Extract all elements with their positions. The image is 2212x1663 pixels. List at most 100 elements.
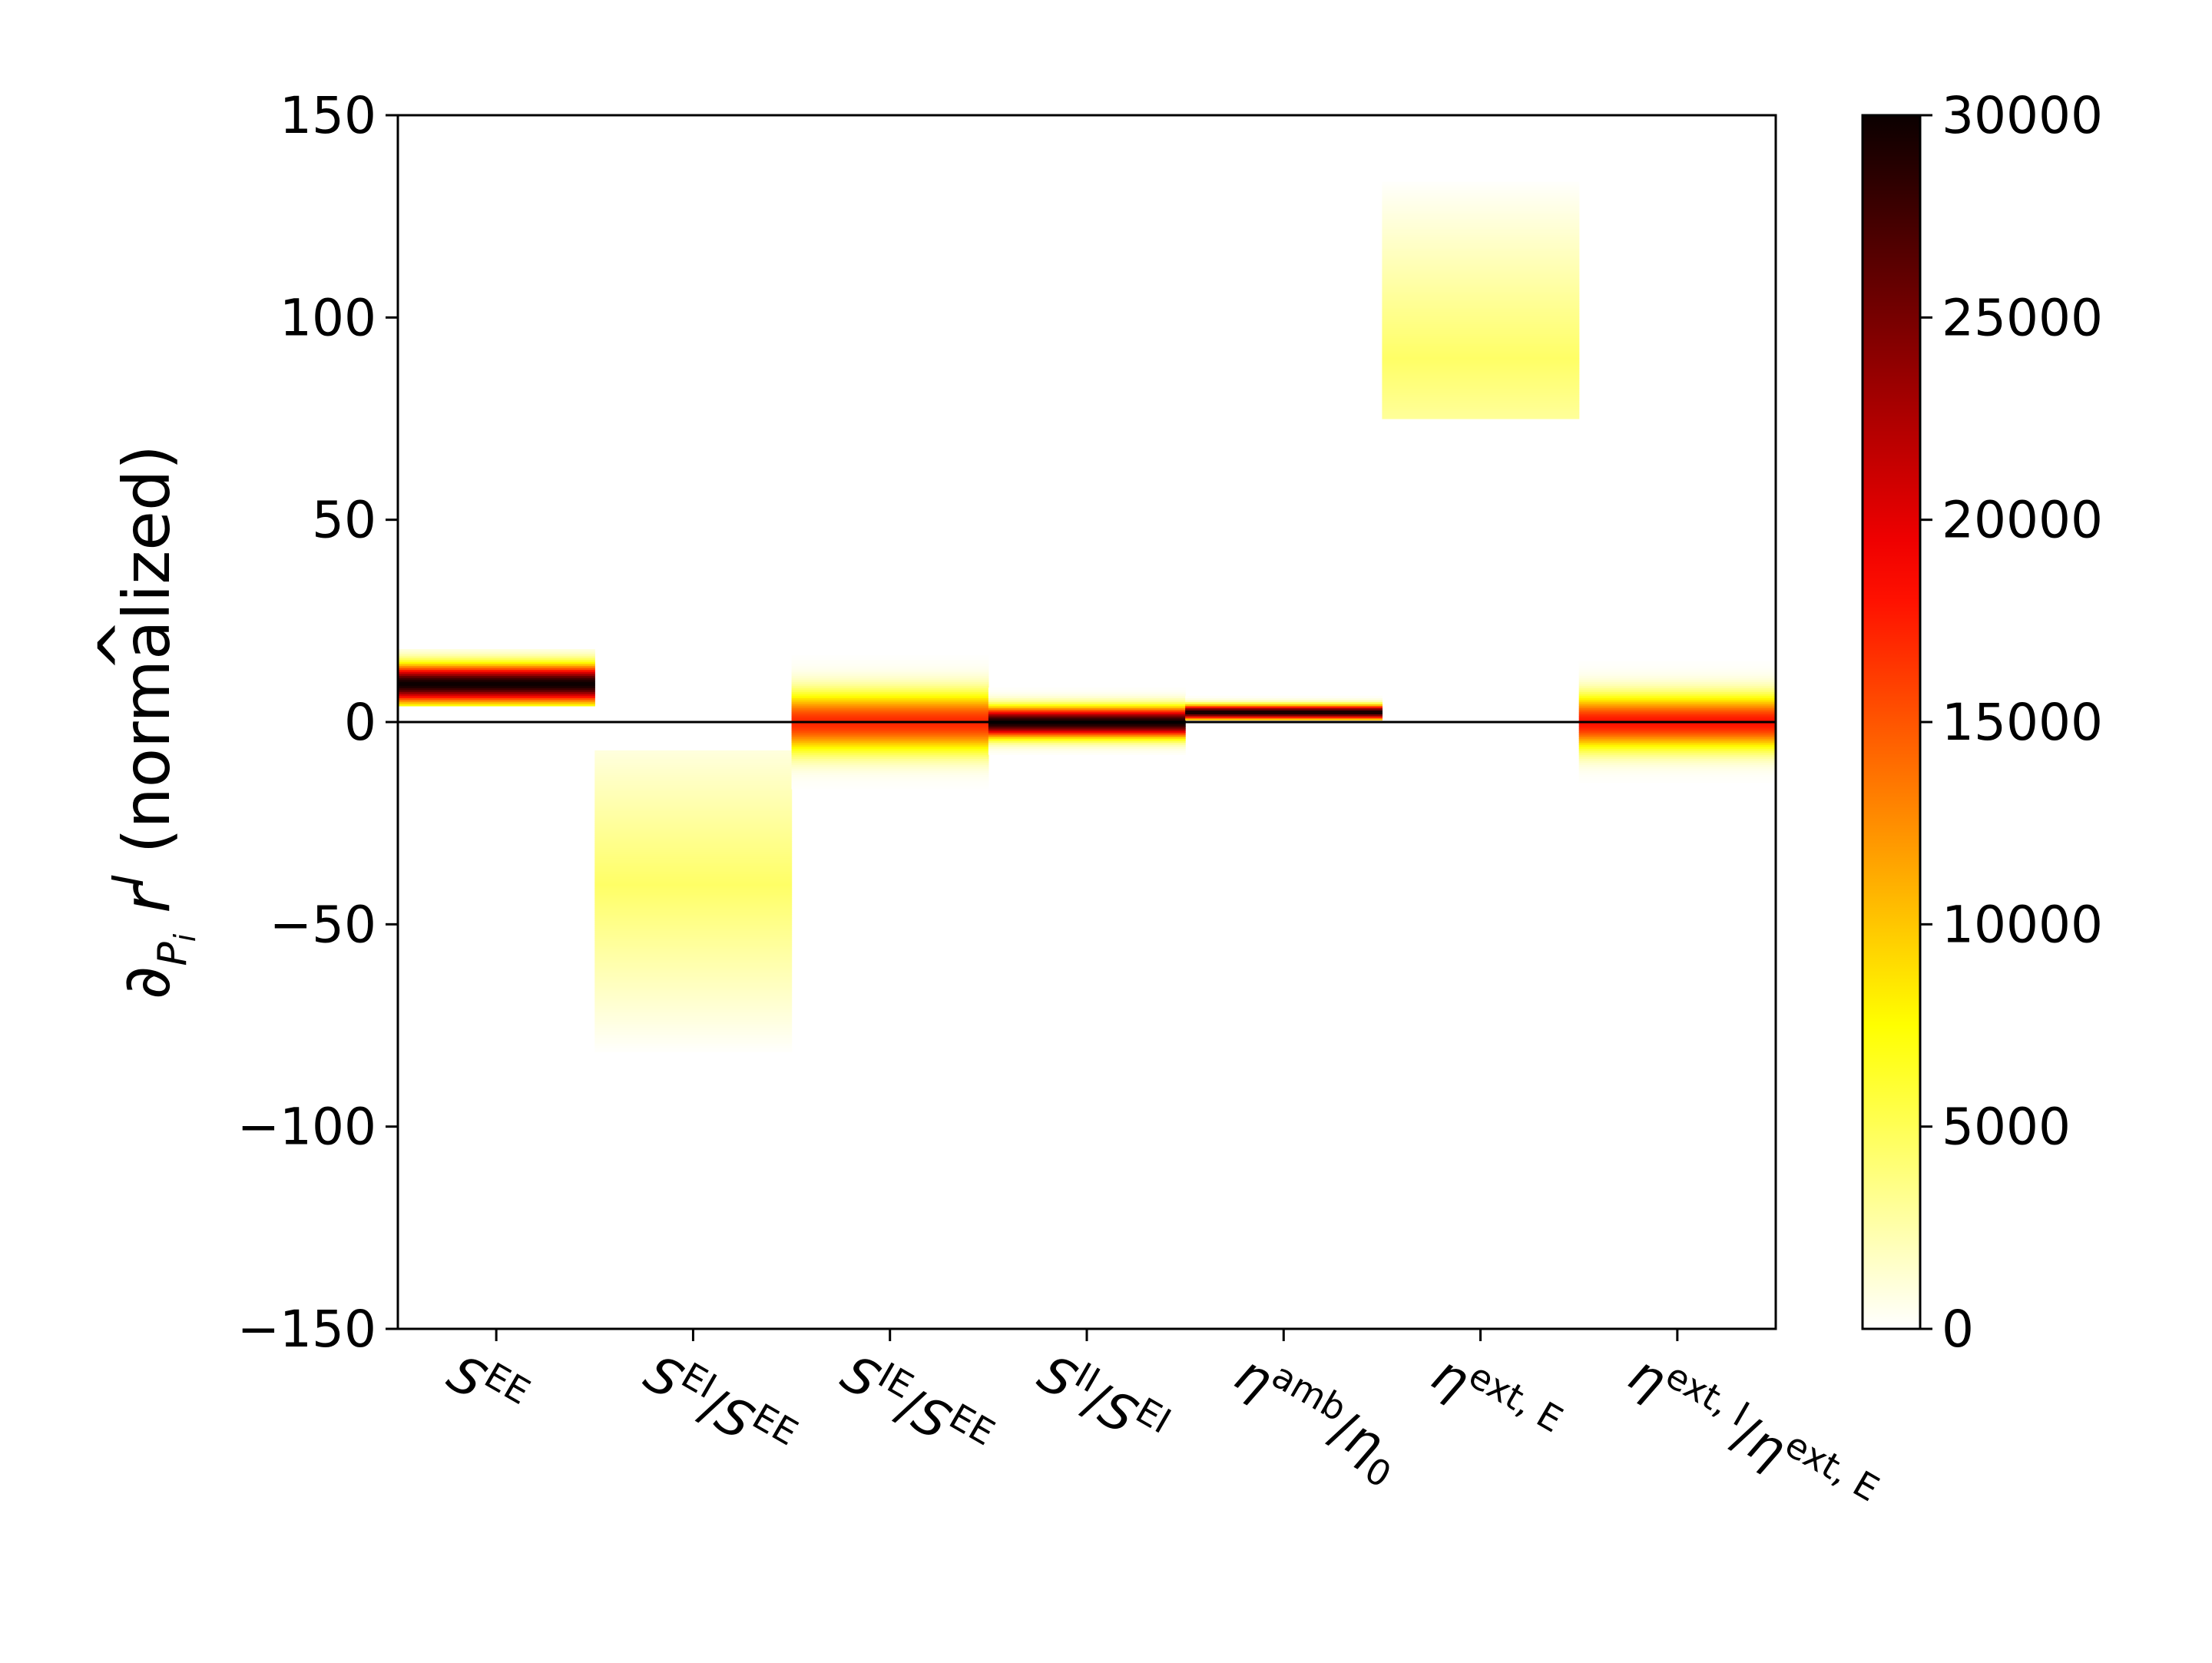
y-axis-label-part: [109, 913, 184, 934]
heat-cell: [791, 738, 989, 741]
heat-cell: [1578, 758, 1777, 761]
heat-cell: [594, 851, 793, 854]
heat-cell: [988, 734, 1186, 737]
heat-cell: [791, 704, 989, 707]
heat-cell: [1185, 714, 1383, 717]
heat-cell: [1578, 707, 1777, 711]
heat-cell: [1578, 740, 1777, 743]
heat-cell: [594, 758, 793, 761]
heat-cell: [594, 889, 793, 893]
heat-cell: [398, 651, 595, 654]
heat-cell: [1382, 356, 1580, 359]
heat-cell: [1578, 760, 1777, 764]
heat-cell: [791, 711, 989, 715]
heat-cell: [1382, 270, 1580, 273]
heat-cell: [988, 716, 1186, 719]
heat-cell: [1578, 681, 1777, 684]
heat-cell: [594, 997, 793, 1000]
heatmap-column-s-ii-over-s-ei: [988, 687, 1186, 755]
heat-cell: [988, 701, 1186, 704]
heat-cell: [1578, 685, 1777, 688]
heat-cell: [1382, 232, 1580, 235]
heat-cell: [594, 918, 793, 921]
heat-cell: [1382, 218, 1580, 221]
heat-cell: [1578, 762, 1777, 765]
x-tick-label-part: ext, E: [1462, 1354, 1570, 1440]
heat-cell: [1578, 734, 1777, 737]
heat-cell: [594, 790, 793, 793]
heat-cell: [398, 679, 595, 682]
heat-cell: [1382, 323, 1580, 326]
heat-cell: [791, 777, 989, 780]
heat-cell: [1382, 287, 1580, 290]
heat-cell: [1382, 404, 1580, 407]
heat-cell: [1578, 772, 1777, 776]
heat-cell: [988, 705, 1186, 709]
heat-cell: [594, 902, 793, 905]
heat-cell: [594, 924, 793, 927]
heat-cell: [1382, 194, 1580, 197]
heat-cell: [1382, 372, 1580, 375]
heat-cell: [594, 959, 793, 962]
heat-cell: [594, 909, 793, 913]
heat-cell: [1578, 705, 1777, 709]
heat-cell: [791, 694, 989, 697]
heat-cell: [791, 762, 989, 765]
heat-cell: [1382, 406, 1580, 409]
heat-cell: [791, 714, 989, 717]
heat-cell: [594, 783, 793, 786]
heat-cell: [1382, 327, 1580, 330]
heat-cell: [594, 876, 793, 879]
heat-cell: [1382, 297, 1580, 300]
heat-cell: [594, 950, 793, 953]
heat-cell: [988, 742, 1186, 745]
heat-cell: [594, 799, 793, 802]
heat-cell: [1578, 724, 1777, 727]
heat-cell: [1578, 732, 1777, 735]
heat-cell: [1185, 707, 1383, 711]
heat-cell: [594, 1001, 793, 1004]
heat-cell: [594, 1029, 793, 1032]
heat-cell: [594, 991, 793, 994]
heat-cell: [398, 694, 595, 697]
heat-cell: [594, 1005, 793, 1008]
heat-cell: [1578, 736, 1777, 739]
heat-cell: [398, 704, 595, 707]
heat-cell: [594, 948, 793, 952]
heat-cell: [594, 883, 793, 886]
heat-cell: [791, 780, 989, 783]
heat-cell: [791, 665, 989, 668]
heat-cell: [1382, 319, 1580, 323]
heat-cell: [1578, 671, 1777, 674]
y-axis-label-part: r: [109, 883, 184, 913]
heat-cell: [1382, 216, 1580, 219]
y-axis-label-part: I: [104, 874, 154, 887]
heat-cell: [594, 992, 793, 996]
heat-cell: [398, 697, 595, 701]
heat-cell: [594, 810, 793, 814]
heat-cell: [594, 1019, 793, 1022]
heat-cell: [1382, 315, 1580, 318]
y-tick-label: 0: [344, 693, 376, 752]
heat-cell: [594, 803, 793, 806]
heat-cell: [1382, 307, 1580, 310]
heat-cell: [1382, 277, 1580, 280]
heat-cell: [594, 898, 793, 901]
y-tick-label: −50: [270, 895, 376, 954]
heat-cell: [988, 730, 1186, 733]
heat-cell: [988, 748, 1186, 751]
heat-cell: [791, 681, 989, 684]
heat-cell: [1382, 275, 1580, 278]
x-tick-label-part: ext, E: [1778, 1423, 1886, 1509]
heat-cell: [1382, 330, 1580, 333]
heat-cell: [594, 877, 793, 880]
y-axis-label-part: (normalized): [109, 445, 184, 874]
heat-cell: [594, 760, 793, 764]
heat-cell: [791, 677, 989, 681]
heat-cell: [1185, 705, 1383, 709]
heat-cell: [594, 969, 793, 972]
heat-cell: [594, 817, 793, 820]
heat-cell: [594, 954, 793, 958]
heat-cell: [1382, 260, 1580, 263]
y-axis-label-hat: ^: [84, 618, 160, 672]
